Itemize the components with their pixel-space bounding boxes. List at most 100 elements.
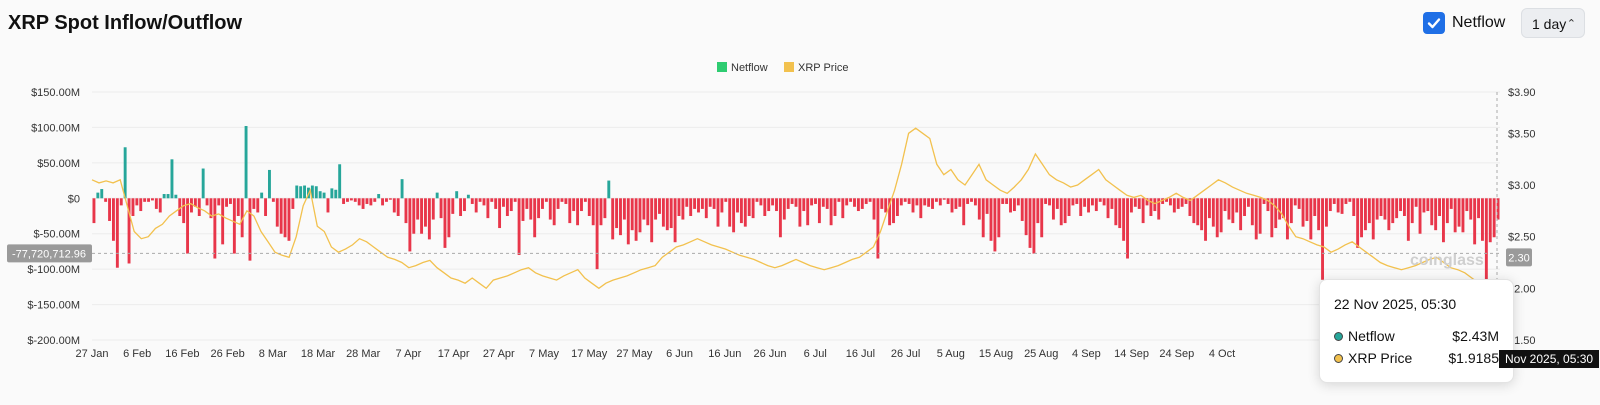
x-tick-label: 26 Feb (210, 348, 244, 360)
netflow-toggle-label[interactable]: Netflow (1452, 14, 1506, 31)
netflow-bar (954, 198, 958, 209)
x-tick-label: 7 May (529, 348, 559, 360)
netflow-bar (1129, 198, 1133, 213)
netflow-bar (104, 198, 108, 202)
netflow-bar (1442, 198, 1445, 243)
netflow-bar (1282, 198, 1285, 219)
netflow-bar (1363, 198, 1367, 231)
legend-swatch-price (784, 62, 794, 72)
netflow-bar (1289, 198, 1293, 224)
netflow-bar (275, 198, 279, 227)
netflow-bar (845, 198, 849, 206)
netflow-bar (884, 198, 888, 213)
netflow-bar (931, 198, 934, 209)
netflow-bar (1438, 198, 1441, 216)
netflow-bar (743, 198, 747, 227)
netflow-dot-icon (1334, 332, 1343, 341)
netflow-bar (1090, 198, 1094, 206)
netflow-bar (958, 198, 962, 207)
netflow-bar (833, 198, 837, 216)
netflow-bar (1055, 198, 1059, 209)
netflow-bar (1223, 198, 1227, 212)
netflow-bar (1406, 198, 1410, 241)
netflow-bar (466, 194, 470, 199)
netflow-bar (720, 198, 724, 213)
netflow-bar (123, 147, 127, 199)
netflow-bar (443, 198, 447, 248)
netflow-bar (416, 198, 420, 220)
netflow-bar (299, 186, 303, 199)
netflow-bar (1126, 198, 1129, 259)
netflow-bar (1477, 198, 1480, 219)
check-icon (1427, 18, 1441, 29)
netflow-bar (599, 198, 603, 226)
netflow-bar (810, 198, 814, 206)
netflow-bar (517, 198, 521, 255)
netflow-bar (1075, 198, 1079, 204)
netflow-bar (771, 198, 775, 206)
netflow-bar (817, 198, 821, 224)
netflow-bar (1457, 198, 1461, 227)
netflow-bar (1410, 198, 1414, 224)
netflow-bar (119, 198, 123, 206)
x-tick-label: 5 Aug (937, 348, 965, 360)
netflow-bar (143, 198, 147, 202)
netflow-bar (977, 198, 981, 220)
netflow-bar (1012, 198, 1016, 212)
netflow-bar (1133, 198, 1137, 207)
netflow-bar (541, 198, 544, 209)
netflow-bar (607, 180, 611, 199)
netflow-bar (244, 126, 248, 199)
netflow-bar (934, 198, 938, 202)
netflow-bar (1285, 198, 1289, 240)
netflow-bar (950, 198, 954, 213)
netflow-bar (630, 198, 634, 231)
netflow-bar (1036, 198, 1040, 224)
x-tick-label: 24 Sep (1159, 348, 1194, 360)
netflow-bar (603, 198, 607, 219)
netflow-bar (112, 198, 115, 241)
netflow-bar (548, 198, 552, 220)
netflow-bar (751, 198, 755, 219)
netflow-bar (1375, 198, 1379, 220)
netflow-bar (728, 198, 732, 227)
netflow-bar (576, 198, 580, 226)
netflow-bar (1395, 198, 1399, 219)
period-select[interactable]: 1 day ⌃ (1521, 8, 1585, 38)
netflow-bar (1200, 198, 1204, 231)
netflow-bar (1301, 198, 1305, 227)
netflow-bar (572, 198, 576, 212)
netflow-bar (108, 198, 111, 221)
legend-label: Netflow (731, 62, 768, 74)
netflow-bar (209, 198, 213, 219)
x-tick-label: 25 Aug (1024, 348, 1058, 360)
netflow-bar (1250, 198, 1254, 226)
netflow-bar (1383, 198, 1387, 220)
netflow-bar (1352, 198, 1356, 216)
netflow-bar (693, 198, 697, 209)
netflow-checkbox[interactable] (1423, 12, 1445, 34)
netflow-bar (962, 198, 966, 226)
netflow-bar (279, 198, 283, 234)
netflow-bar (595, 198, 599, 270)
netflow-bar (583, 198, 587, 202)
watermark-logo: coinglass (1410, 252, 1484, 269)
netflow-bar (201, 168, 205, 199)
netflow-bar (802, 198, 806, 212)
netflow-bar (1461, 198, 1465, 233)
legend-label: XRP Price (798, 62, 849, 74)
netflow-bar (724, 198, 728, 202)
netflow-bar (872, 198, 876, 220)
x-tick-label: 4 Sep (1072, 348, 1101, 360)
netflow-bar (1418, 198, 1422, 234)
netflow-bar (431, 198, 435, 220)
netflow-bar (1414, 198, 1418, 207)
netflow-bar (697, 198, 700, 213)
netflow-bar (470, 198, 474, 204)
netflow-bar (193, 198, 197, 207)
price-dot-icon (1334, 354, 1343, 363)
netflow-bar (568, 198, 572, 224)
netflow-bar (1032, 198, 1036, 254)
netflow-bar (1332, 198, 1336, 204)
